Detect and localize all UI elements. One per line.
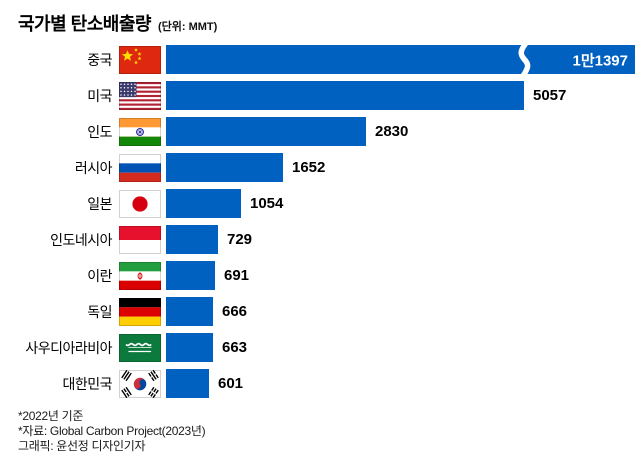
chart-row: 사우디아라비아 663 — [18, 333, 640, 362]
page-title: 국가별 탄소배출량 — [18, 14, 151, 34]
value-label: 1652 — [292, 159, 326, 176]
bar-chart: 중국 1만1397 미국 5057 인도 2830 러시아 1652 일본 1054 인도네시아 72… — [18, 45, 640, 398]
bar-track: 5057 — [166, 81, 640, 110]
country-label: 독일 — [87, 303, 112, 320]
chart-row: 중국 1만1397 — [18, 45, 640, 74]
bar — [166, 369, 209, 398]
flag-south-korea-icon — [119, 369, 161, 398]
value-label: 663 — [222, 339, 248, 356]
axis-break-icon — [518, 45, 531, 74]
chart-row: 미국 5057 — [18, 81, 640, 110]
value-label: 2830 — [375, 123, 409, 140]
flag-iran-icon — [119, 261, 161, 290]
bar-track: 1652 — [166, 153, 640, 182]
bar — [166, 261, 215, 290]
bar — [166, 297, 213, 326]
bar — [166, 225, 218, 254]
country-label: 일본 — [87, 195, 112, 212]
country-label: 러시아 — [74, 159, 113, 176]
bar-track: 1만1397 — [166, 45, 640, 74]
bar — [166, 189, 241, 218]
bar-track: 1054 — [166, 189, 640, 218]
flag-russia-icon — [119, 153, 161, 182]
bar-track: 729 — [166, 225, 640, 254]
bar — [166, 153, 283, 182]
bar-track: 663 — [166, 333, 640, 362]
bar-track: 666 — [166, 297, 640, 326]
bar — [166, 117, 366, 146]
bar-track: 601 — [166, 369, 640, 398]
footnote-source: *자료: Global Carbon Project(2023년) — [18, 424, 206, 438]
flag-indonesia-icon — [119, 225, 161, 254]
chart-row: 독일 666 — [18, 297, 640, 326]
chart-row: 러시아 1652 — [18, 153, 640, 182]
country-label: 미국 — [87, 87, 112, 104]
bar — [166, 81, 524, 110]
bar-track: 691 — [166, 261, 640, 290]
footnote-credit: 그래픽: 윤선정 디자인기자 — [18, 439, 146, 453]
country-label: 인도네시아 — [50, 231, 112, 248]
value-label: 691 — [224, 267, 250, 284]
value-label: 601 — [218, 375, 244, 392]
country-label: 중국 — [87, 51, 112, 68]
flag-usa-icon — [119, 81, 161, 110]
chart-row: 이란 691 — [18, 261, 640, 290]
flag-japan-icon — [119, 189, 161, 218]
unit-label: (단위: MMT) — [157, 21, 218, 33]
value-label: 729 — [227, 231, 253, 248]
flag-china-icon — [119, 45, 161, 74]
value-label: 5057 — [533, 87, 567, 104]
chart-row: 대한민국 601 — [18, 369, 640, 398]
flag-india-icon — [119, 117, 161, 146]
country-label: 인도 — [87, 123, 112, 140]
footnote-basis: *2022년 기준 — [18, 409, 84, 423]
footnotes: *2022년 기준 *자료: Global Carbon Project(202… — [18, 409, 640, 454]
bar-track: 2830 — [166, 117, 640, 146]
flag-saudi-arabia-icon — [119, 333, 161, 362]
country-label: 대한민국 — [62, 375, 112, 392]
chart-header: 국가별 탄소배출량 (단위: MMT) — [18, 10, 640, 34]
chart-row: 인도네시아 729 — [18, 225, 640, 254]
value-label: 666 — [222, 303, 248, 320]
flag-germany-icon — [119, 297, 161, 326]
country-label: 사우디아라비아 — [25, 339, 112, 356]
bar — [166, 333, 213, 362]
value-label: 1만1397 — [572, 52, 628, 69]
country-label: 이란 — [87, 267, 112, 284]
chart-row: 일본 1054 — [18, 189, 640, 218]
bar: 1만1397 — [166, 45, 635, 74]
chart-row: 인도 2830 — [18, 117, 640, 146]
value-label: 1054 — [250, 195, 284, 212]
